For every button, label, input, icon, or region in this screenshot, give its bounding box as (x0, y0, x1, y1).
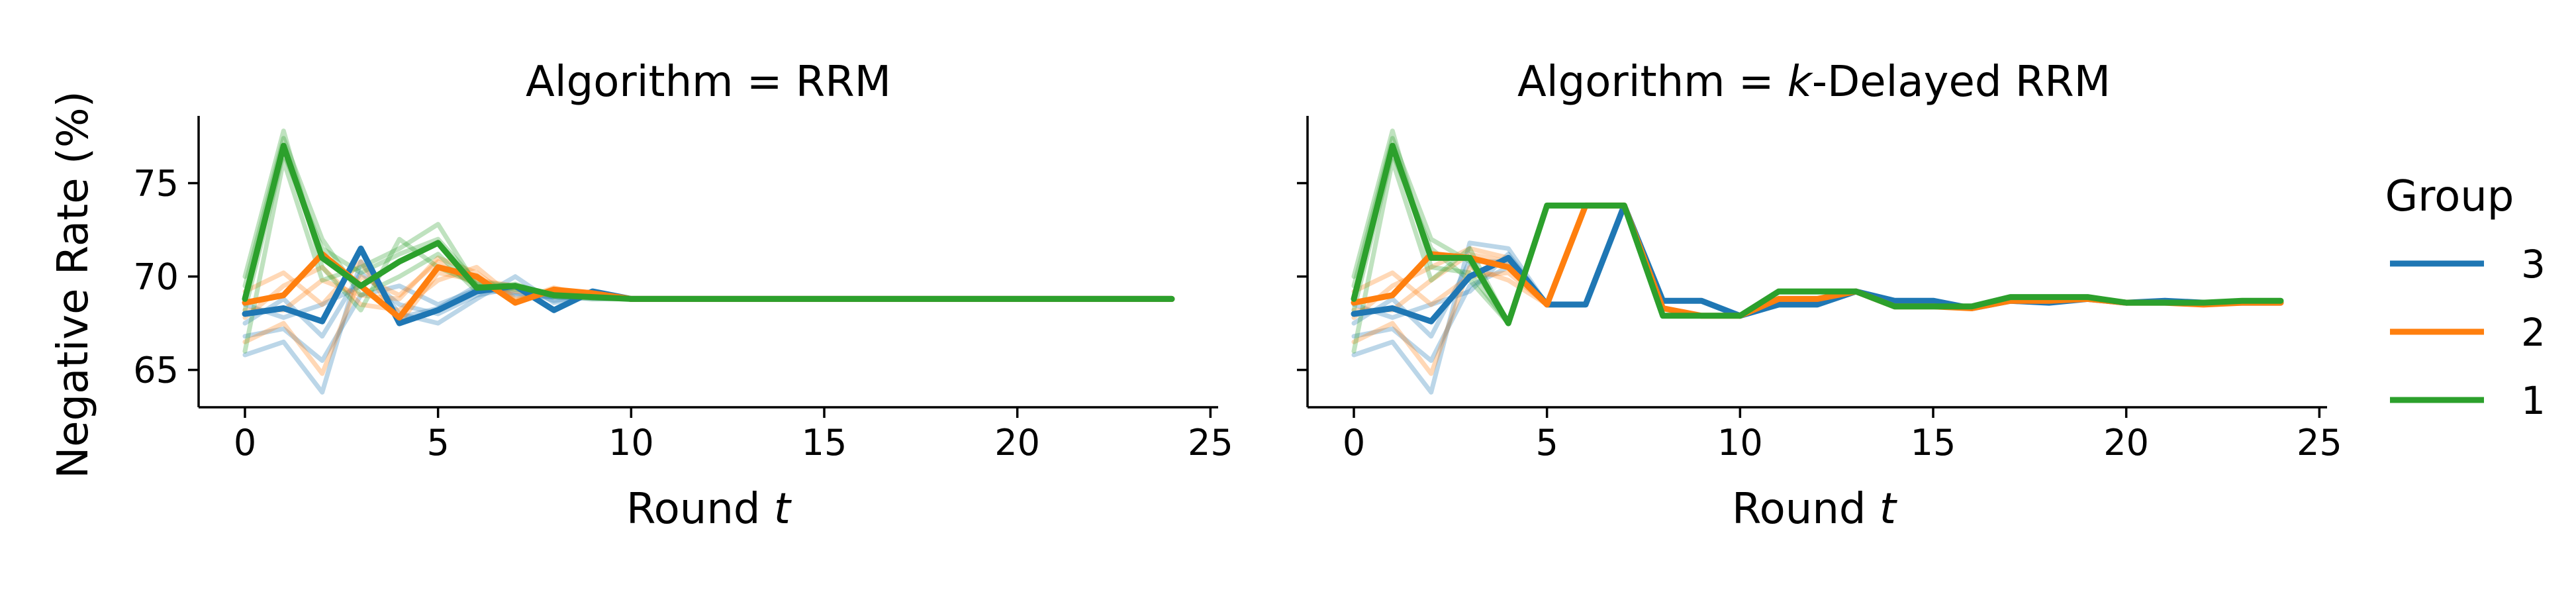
panel-rrm: Algorithm = RRM Round t Negative Rate (%… (49, 58, 1233, 534)
legend-items: 3 2 1 (2390, 242, 2546, 423)
y-tick-label: 65 (133, 350, 179, 391)
series-run-line-3 (242, 259, 634, 395)
series-line-1 (242, 142, 1175, 302)
x-tick-label: 20 (2103, 422, 2149, 464)
y-axis-label: Negative Rate (%) (49, 91, 98, 478)
legend-label-1: 1 (2521, 378, 2546, 423)
legend: Group 3 2 1 (2385, 172, 2546, 423)
x-tick-label: 15 (1911, 422, 1956, 464)
x-tick-label: 25 (2297, 422, 2342, 464)
axis-layer: 0 5 10 15 20 25 (1297, 116, 2342, 464)
legend-title: Group (2385, 172, 2514, 221)
x-axis-label: Round t (626, 485, 792, 534)
y-tick-label: 70 (133, 256, 179, 298)
legend-label-3: 3 (2521, 242, 2546, 287)
legend-label-2: 2 (2521, 310, 2546, 355)
series-run-line-3 (1351, 240, 1550, 395)
x-tick-label: 0 (1343, 422, 1365, 464)
series-layer (242, 128, 1175, 395)
x-tick-label: 20 (994, 422, 1040, 464)
series-run-line-3 (242, 270, 634, 339)
x-tick-label: 5 (1535, 422, 1558, 464)
panel-title: Algorithm = RRM (526, 58, 891, 107)
panel-title: Algorithm = k-Delayed RRM (1517, 58, 2111, 107)
x-tick-label: 10 (608, 422, 654, 464)
y-tick-label: 75 (133, 163, 179, 205)
x-tick-label: 0 (234, 422, 256, 464)
x-tick-label: 10 (1717, 422, 1763, 464)
x-axis-label: Round t (1732, 485, 1898, 534)
panel-k-delayed-rrm: Algorithm = k-Delayed RRM Round t 0 5 10 15… (1297, 58, 2342, 534)
series-run-line-2 (1351, 265, 1550, 376)
x-tick-label: 25 (1188, 422, 1233, 464)
series-run-line-2 (1351, 270, 1550, 307)
series-layer (1351, 128, 2284, 395)
series-line-1 (1351, 142, 2284, 326)
x-tick-label: 15 (802, 422, 847, 464)
x-tick-label: 5 (426, 422, 449, 464)
axis-layer: 0 5 10 15 20 25 65 70 75 (133, 116, 1233, 464)
